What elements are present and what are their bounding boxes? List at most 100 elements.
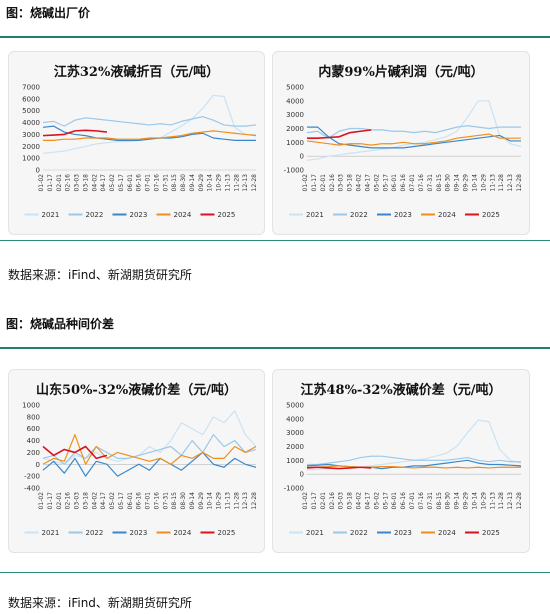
legend-label-2021: 2021: [306, 211, 324, 219]
x-tick-label: 07-16: [418, 174, 425, 192]
legend-label-2021: 2021: [42, 211, 60, 219]
x-tick-label: 06-16: [136, 174, 143, 192]
x-tick-label: 06-01: [391, 174, 398, 192]
figure1-source: 数据来源：iFind、新湖期货研究所: [8, 268, 192, 282]
x-tick-label: 01-02: [38, 492, 45, 510]
x-tick-label: 02-16: [329, 492, 336, 510]
x-tick-label: 03-18: [347, 492, 354, 510]
x-tick-label: 04-17: [364, 174, 371, 192]
x-tick-label: 12-28: [251, 492, 258, 510]
x-tick-label: 08-15: [436, 492, 443, 510]
x-tick-label: 09-29: [198, 492, 205, 510]
legend-label-2022: 2022: [86, 211, 104, 219]
figure2-title: 图：烧碱品种间价差: [6, 317, 115, 331]
x-tick-label: 01-17: [47, 492, 54, 510]
x-tick-label: 10-14: [471, 492, 478, 510]
x-tick-label: 01-02: [38, 174, 45, 192]
legend-label-2022: 2022: [350, 529, 368, 537]
x-tick-label: 06-16: [136, 492, 143, 510]
x-tick-label: 08-30: [445, 174, 452, 192]
legend-label-2023: 2023: [394, 529, 412, 537]
y-tick-label: 1000: [286, 139, 304, 147]
chart-svg: -1000 0 1000 2000 3000 4000 5000 01-02 01-17 02-0…: [284, 402, 523, 538]
y-tick-label: -1000: [284, 167, 304, 175]
y-tick-label: 5000: [286, 84, 304, 92]
x-tick-label: 06-01: [391, 492, 398, 510]
x-tick-label: 09-29: [463, 174, 470, 192]
x-tick-label: 01-02: [302, 492, 309, 510]
x-tick-label: 11-28: [233, 492, 240, 510]
x-tick-label: 07-31: [162, 492, 169, 510]
y-tick-label: 5000: [22, 107, 40, 115]
x-tick-label: 08-30: [180, 174, 187, 192]
x-tick-label: 11-13: [489, 492, 496, 510]
x-tick-label: 02-16: [65, 492, 72, 510]
x-tick-label: 01-17: [311, 174, 318, 192]
y-tick-label: 0: [300, 153, 304, 161]
x-tick-label: 12-28: [516, 174, 523, 192]
series-line-2025: [42, 445, 108, 460]
x-tick-label: 09-29: [198, 174, 205, 192]
x-tick-label: 06-01: [127, 174, 134, 192]
x-tick-label: 08-15: [171, 174, 178, 192]
series-line-2021: [42, 410, 257, 465]
x-tick-label: 07-16: [418, 492, 425, 510]
figure2-top-rule: [0, 347, 550, 349]
y-tick-label: 0: [36, 167, 40, 175]
y-tick-label: 800: [27, 413, 40, 421]
x-tick-label: 05-17: [118, 174, 125, 192]
x-tick-label: 07-16: [153, 174, 160, 192]
legend-label-2024: 2024: [174, 529, 192, 537]
y-tick-label: 400: [27, 437, 40, 445]
x-tick-label: 03-18: [347, 174, 354, 192]
x-tick-label: 12-28: [251, 174, 258, 192]
x-tick-label: 07-01: [409, 174, 416, 192]
series-line-2022: [42, 434, 257, 465]
x-tick-label: 06-01: [127, 492, 134, 510]
series-line-2024: [307, 465, 521, 469]
y-tick-label: 200: [27, 449, 40, 457]
series-line-2022: [42, 116, 257, 127]
legend-label-2024: 2024: [174, 211, 192, 219]
x-tick-label: 02-01: [56, 492, 63, 510]
x-tick-label: 03-18: [82, 174, 89, 192]
series-line-2022: [307, 455, 521, 466]
x-tick-label: 05-02: [373, 492, 380, 510]
x-tick-label: 07-16: [153, 492, 160, 510]
figure2-source: 数据来源：iFind、新湖期货研究所: [8, 596, 192, 610]
x-tick-label: 11-13: [224, 174, 231, 192]
x-tick-label: 01-02: [302, 174, 309, 192]
y-tick-label: 2000: [286, 443, 304, 451]
legend-label-2023: 2023: [130, 211, 148, 219]
series-line-2025: [306, 466, 372, 470]
x-tick-label: 10-29: [480, 174, 487, 192]
x-tick-label: 07-31: [162, 174, 169, 192]
series-line-2021: [306, 419, 522, 471]
x-tick-label: 11-28: [233, 174, 240, 192]
y-tick-label: 1000: [22, 155, 40, 163]
y-tick-label: 0: [300, 471, 304, 479]
figure1-top-rule: [0, 36, 550, 38]
x-tick-label: 05-02: [109, 492, 116, 510]
x-tick-label: 08-15: [171, 492, 178, 510]
x-tick-label: 07-01: [145, 174, 152, 192]
x-tick-label: 02-01: [56, 174, 63, 192]
x-tick-label: 04-02: [91, 492, 98, 510]
x-tick-label: 07-31: [427, 492, 434, 510]
series-line-2025: [42, 129, 107, 137]
y-tick-label: 600: [27, 425, 40, 433]
x-tick-label: 07-01: [409, 492, 416, 510]
legend-label-2021: 2021: [42, 529, 60, 537]
x-tick-label: 04-17: [100, 492, 107, 510]
x-tick-label: 01-17: [311, 492, 318, 510]
y-tick-label: -200: [24, 473, 40, 481]
legend-label-2023: 2023: [394, 211, 412, 219]
y-tick-label: 7000: [22, 84, 40, 92]
figure2-bottom-rule: [0, 572, 550, 573]
figure1-bottom-rule: [0, 240, 550, 241]
series-line-2023: [42, 125, 256, 141]
x-tick-label: 11-13: [489, 174, 496, 192]
x-tick-label: 09-29: [463, 492, 470, 510]
legend-label-2022: 2022: [86, 529, 104, 537]
y-tick-label: 3000: [22, 131, 40, 139]
